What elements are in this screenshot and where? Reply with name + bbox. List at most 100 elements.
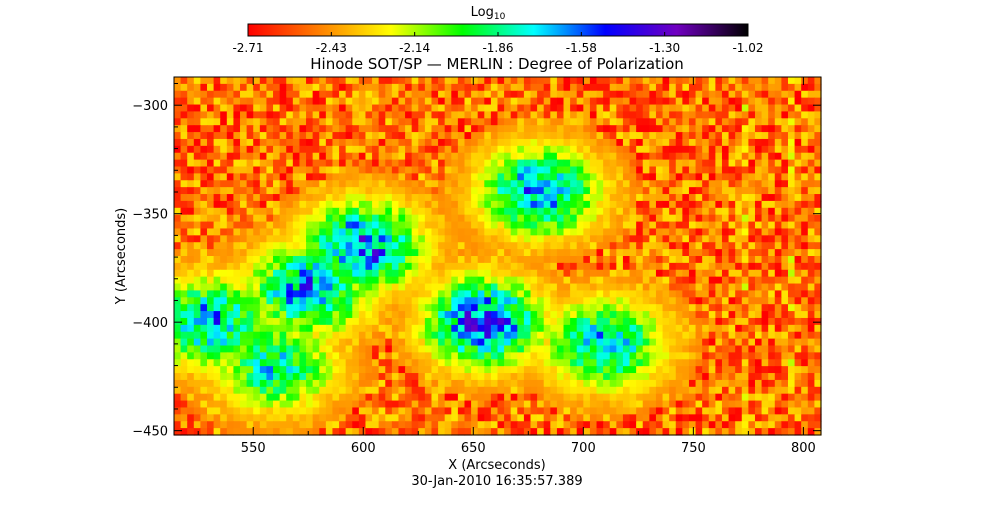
heatmap-cell	[755, 414, 762, 421]
heatmap-cell	[735, 173, 742, 180]
heatmap-cell	[544, 201, 551, 208]
heatmap-cell	[385, 249, 392, 256]
heatmap-cell	[755, 111, 762, 118]
heatmap-cell	[266, 407, 273, 414]
heatmap-cell	[524, 160, 531, 167]
heatmap-cell	[517, 125, 524, 132]
heatmap-cell	[484, 304, 491, 311]
heatmap-cell	[214, 325, 221, 332]
heatmap-cell	[273, 201, 280, 208]
heatmap-cell	[273, 407, 280, 414]
heatmap-cell	[808, 132, 815, 139]
heatmap-cell	[531, 339, 538, 346]
heatmap-cell	[194, 332, 201, 339]
heatmap-cell	[471, 125, 478, 132]
heatmap-cell	[227, 235, 234, 242]
heatmap-cell	[742, 187, 749, 194]
heatmap-cell	[517, 270, 524, 277]
heatmap-cell	[207, 394, 214, 401]
heatmap-cell	[517, 380, 524, 387]
heatmap-cell	[616, 235, 623, 242]
heatmap	[174, 77, 822, 436]
heatmap-cell	[795, 201, 802, 208]
heatmap-cell	[781, 201, 788, 208]
heatmap-cell	[181, 304, 188, 311]
heatmap-cell	[313, 173, 320, 180]
heatmap-cell	[630, 318, 637, 325]
heatmap-cell	[398, 125, 405, 132]
heatmap-cell	[537, 284, 544, 291]
heatmap-cell	[306, 346, 313, 353]
heatmap-cell	[676, 242, 683, 249]
heatmap-cell	[187, 387, 194, 394]
heatmap-cell	[425, 339, 432, 346]
heatmap-cell	[630, 187, 637, 194]
heatmap-cell	[174, 228, 181, 235]
heatmap-cell	[379, 77, 386, 84]
heatmap-cell	[590, 194, 597, 201]
heatmap-cell	[471, 256, 478, 263]
heatmap-cell	[181, 77, 188, 84]
heatmap-cell	[266, 153, 273, 160]
heatmap-cell	[227, 228, 234, 235]
heatmap-cell	[689, 311, 696, 318]
heatmap-cell	[346, 352, 353, 359]
heatmap-cell	[577, 118, 584, 125]
heatmap-cell	[649, 139, 656, 146]
heatmap-cell	[266, 346, 273, 353]
heatmap-cell	[478, 407, 485, 414]
heatmap-cell	[517, 277, 524, 284]
heatmap-cell	[181, 215, 188, 222]
heatmap-cell	[623, 118, 630, 125]
heatmap-cell	[491, 222, 498, 229]
heatmap-cell	[491, 146, 498, 153]
heatmap-cell	[187, 407, 194, 414]
heatmap-cell	[544, 160, 551, 167]
heatmap-cell	[194, 146, 201, 153]
heatmap-cell	[385, 98, 392, 105]
heatmap-cell	[405, 180, 412, 187]
heatmap-cell	[451, 263, 458, 270]
heatmap-cell	[669, 98, 676, 105]
heatmap-cell	[597, 332, 604, 339]
heatmap-cell	[405, 256, 412, 263]
heatmap-cell	[544, 359, 551, 366]
heatmap-cell	[682, 387, 689, 394]
heatmap-cell	[603, 105, 610, 112]
heatmap-cell	[392, 297, 399, 304]
heatmap-cell	[656, 215, 663, 222]
heatmap-cell	[451, 325, 458, 332]
heatmap-cell	[564, 277, 571, 284]
heatmap-cell	[768, 284, 775, 291]
heatmap-cell	[392, 318, 399, 325]
heatmap-cell	[227, 167, 234, 174]
heatmap-cell	[590, 401, 597, 408]
heatmap-cell	[207, 167, 214, 174]
heatmap-cell	[808, 153, 815, 160]
heatmap-cell	[194, 91, 201, 98]
heatmap-cell	[253, 290, 260, 297]
heatmap-cell	[332, 394, 339, 401]
heatmap-cell	[458, 125, 465, 132]
heatmap-cell	[511, 91, 518, 98]
heatmap-cell	[663, 208, 670, 215]
heatmap-cell	[715, 111, 722, 118]
heatmap-cell	[372, 387, 379, 394]
heatmap-cell	[385, 194, 392, 201]
heatmap-cell	[762, 77, 769, 84]
heatmap-cell	[801, 277, 808, 284]
heatmap-cell	[577, 407, 584, 414]
heatmap-cell	[418, 235, 425, 242]
heatmap-cell	[385, 401, 392, 408]
heatmap-cell	[722, 407, 729, 414]
heatmap-cell	[735, 311, 742, 318]
heatmap-cell	[531, 146, 538, 153]
heatmap-cell	[280, 290, 287, 297]
heatmap-cell	[649, 187, 656, 194]
heatmap-cell	[352, 311, 359, 318]
heatmap-cell	[682, 249, 689, 256]
heatmap-cell	[616, 401, 623, 408]
heatmap-cell	[247, 332, 254, 339]
heatmap-cell	[656, 263, 663, 270]
heatmap-cell	[669, 146, 676, 153]
